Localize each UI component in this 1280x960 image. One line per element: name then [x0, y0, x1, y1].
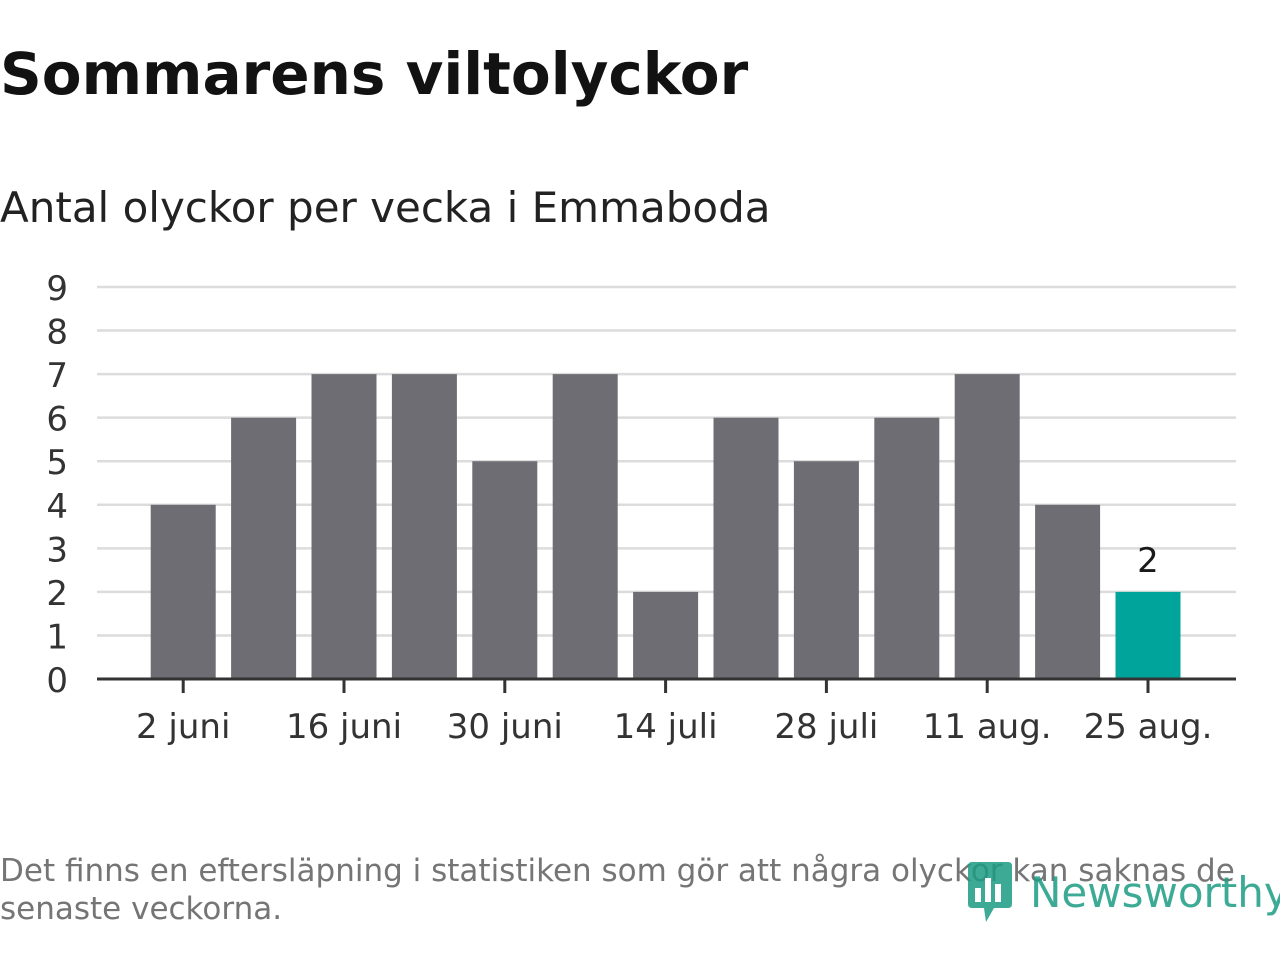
bars — [150, 374, 1181, 679]
footnote: Det finns en eftersläpning i statistiken… — [0, 853, 1235, 927]
y-tick-label: 1 — [46, 617, 68, 657]
bar — [633, 591, 699, 679]
data-label: 2 — [1137, 541, 1159, 581]
bar-highlight — [1115, 591, 1181, 679]
chart-subtitle: Antal olyckor per vecka i Emmaboda — [0, 183, 771, 232]
logo-text: Newsworthy — [1030, 868, 1280, 917]
y-tick-label: 4 — [46, 487, 68, 527]
y-tick-label: 8 — [46, 313, 68, 353]
x-tick-label: 25 aug. — [1084, 707, 1213, 747]
bar — [1035, 504, 1101, 679]
y-tick-label: 9 — [46, 269, 68, 309]
bar — [793, 461, 859, 679]
x-tick-label: 11 aug. — [923, 707, 1052, 747]
x-tick-label: 16 juni — [286, 707, 402, 747]
data-labels: 2 — [1137, 541, 1159, 581]
x-axis-ticks: 2 juni 16 juni 30 juni 14 juli 28 juli 11 aug… — [136, 679, 1212, 747]
y-tick-label: 6 — [46, 400, 68, 440]
bar — [874, 417, 940, 679]
bar — [954, 374, 1020, 679]
chart-title: Sommarens viltolyckor — [0, 40, 749, 108]
newsworthy-logo: Newsworthy — [964, 858, 1280, 928]
y-tick-label: 3 — [46, 530, 68, 570]
bar — [150, 504, 216, 679]
y-tick-label: 7 — [46, 356, 68, 396]
newsworthy-logo-icon — [968, 862, 1012, 922]
y-tick-label: 0 — [46, 661, 68, 701]
x-tick-label: 30 juni — [447, 707, 563, 747]
bar — [713, 417, 779, 679]
x-tick-label: 14 juli — [614, 707, 718, 747]
bar — [391, 374, 457, 679]
bar — [231, 417, 297, 679]
y-tick-label: 2 — [46, 574, 68, 614]
y-tick-label: 5 — [46, 443, 68, 483]
x-tick-label: 2 juni — [136, 707, 230, 747]
x-tick-label: 28 juli — [774, 707, 878, 747]
bar — [552, 374, 618, 679]
bar — [472, 461, 538, 679]
bar — [311, 374, 377, 679]
